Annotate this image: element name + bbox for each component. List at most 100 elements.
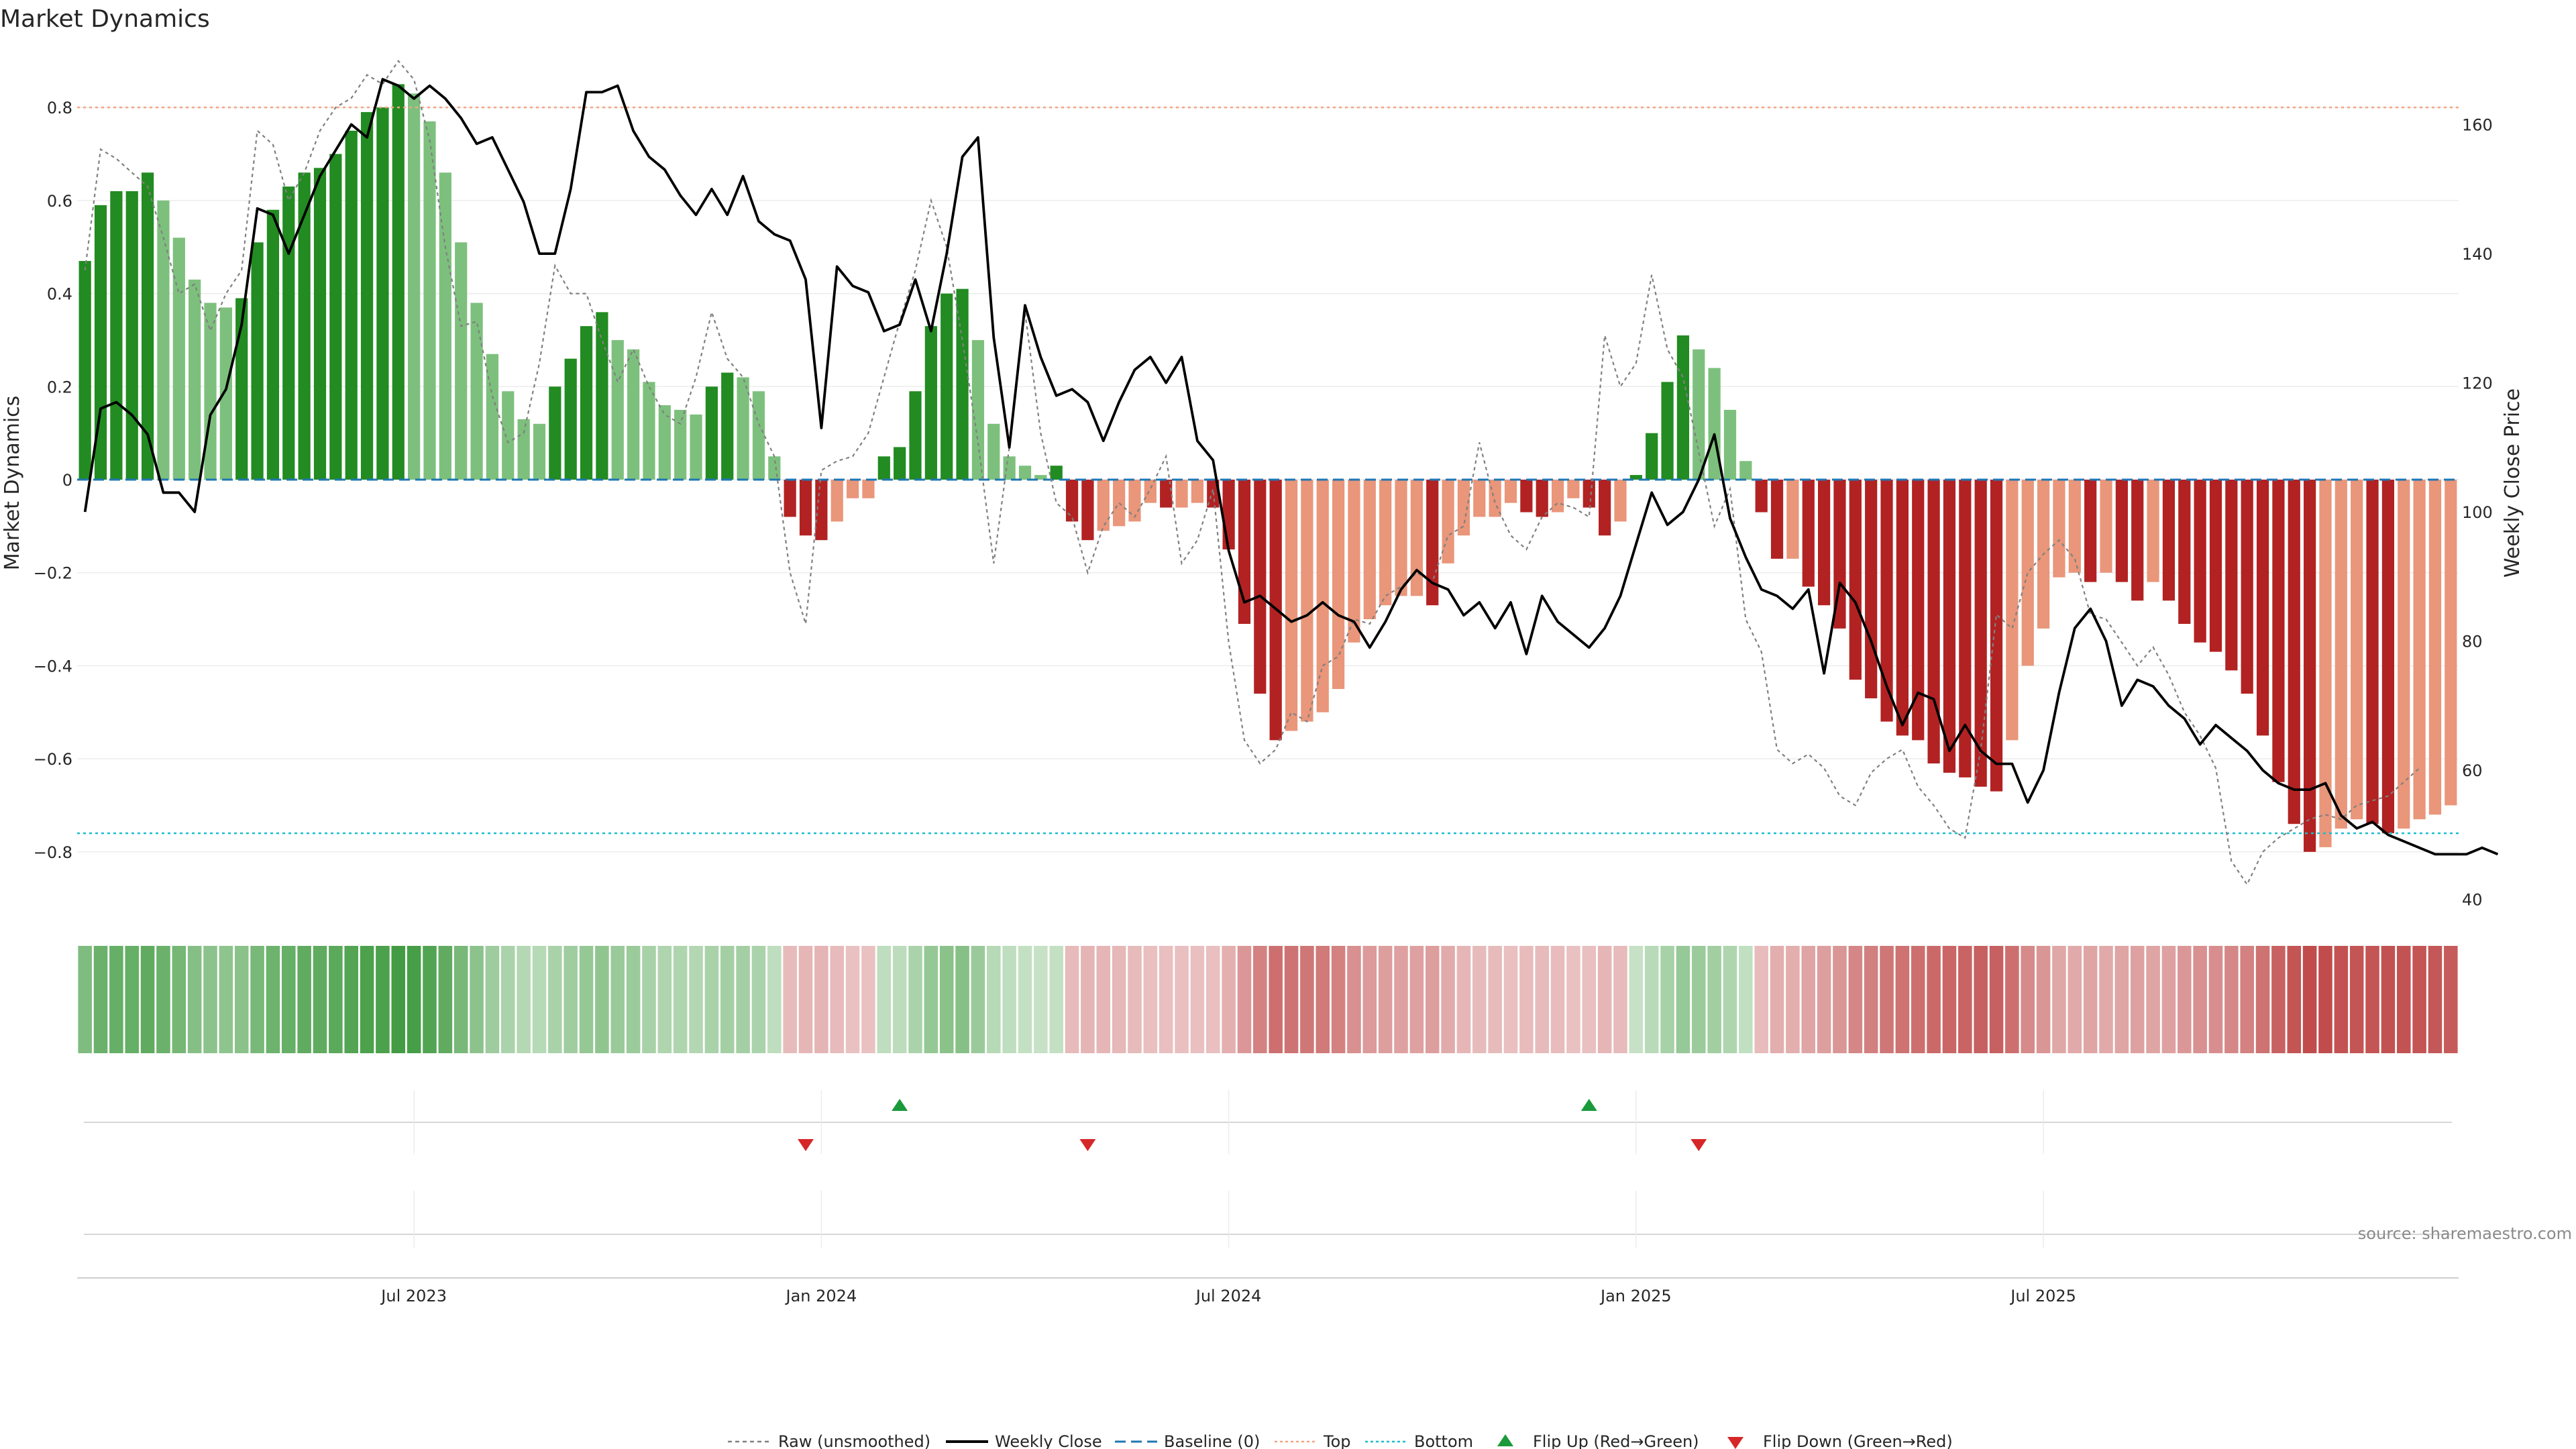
dynamics-bar	[1943, 480, 1956, 773]
dynamics-bar	[987, 423, 1000, 480]
regime-cell	[1175, 946, 1189, 1053]
dynamics-bar	[1959, 480, 1972, 777]
regime-cell	[1112, 946, 1126, 1053]
regime-cell	[203, 946, 217, 1053]
regime-cell	[1550, 946, 1565, 1053]
dynamics-bar	[752, 391, 765, 480]
regime-cell	[1456, 946, 1471, 1053]
regime-cell	[1519, 946, 1534, 1053]
legend-close-label: Weekly Close	[995, 1432, 1102, 1449]
dynamics-bar	[1144, 480, 1157, 503]
dynamics-bar	[1379, 480, 1392, 606]
regime-cell	[720, 946, 735, 1053]
dynamics-bar	[2162, 480, 2176, 601]
dynamics-bar	[2398, 480, 2410, 829]
flip-up-marker	[1580, 1099, 1597, 1111]
legend: Raw (unsmoothed) Weekly Close Baseline (…	[728, 1432, 1953, 1449]
dynamics-bar	[1567, 480, 1580, 498]
regime-cell	[1880, 946, 1894, 1053]
regime-cell	[783, 946, 797, 1053]
dynamics-bar	[1285, 480, 1298, 731]
dynamics-bar	[1990, 480, 2003, 792]
regime-cell	[2178, 946, 2192, 1053]
regime-cell	[1269, 946, 1283, 1053]
dynamics-bar	[141, 172, 154, 480]
regime-cell	[1895, 946, 1910, 1053]
legend-flip-down-label: Flip Down (Green→Red)	[1763, 1432, 1953, 1449]
dynamics-bar	[2178, 480, 2191, 624]
regime-cell	[1488, 946, 1502, 1053]
dynamics-bar	[172, 237, 185, 480]
dynamics-bar	[1128, 480, 1141, 522]
dynamics-bar	[1489, 480, 1501, 517]
dynamics-bar	[877, 456, 890, 480]
regime-cell	[1128, 946, 1142, 1053]
regime-cell	[626, 946, 641, 1053]
regime-cell	[2302, 946, 2317, 1053]
dynamics-bar	[455, 242, 468, 480]
regime-cell	[2161, 946, 2176, 1053]
regime-cell	[500, 946, 515, 1053]
regime-cell	[564, 946, 578, 1053]
regime-cell	[1441, 946, 1455, 1053]
dynamics-bar	[1693, 349, 1705, 480]
regime-cell	[1190, 946, 1205, 1053]
legend-top-label: Top	[1323, 1432, 1351, 1449]
dynamics-bar	[486, 354, 499, 480]
regime-cell	[376, 946, 390, 1053]
regime-cell	[2255, 946, 2270, 1053]
dynamics-bar	[2272, 480, 2285, 782]
dynamics-bar	[408, 93, 421, 480]
date-axis: Jul 2023 Jan 2024 Jul 2024 Jan 2025 Jul 2025	[77, 1277, 2459, 1305]
legend-flip-up-icon	[1497, 1434, 1513, 1446]
regime-cell	[297, 946, 311, 1053]
dynamics-bar	[894, 447, 906, 480]
dynamics-bar	[110, 191, 123, 480]
regime-cell	[642, 946, 656, 1053]
regime-cell	[1566, 946, 1580, 1053]
flip-down-marker	[1079, 1139, 1096, 1151]
dynamics-bars	[78, 84, 2457, 852]
dynamics-bar	[470, 303, 483, 480]
dynamics-bar	[1504, 480, 1517, 503]
dynamics-bar	[2084, 480, 2097, 582]
dynamics-bar	[1755, 480, 1768, 513]
regime-cell	[845, 946, 860, 1053]
regime-cell	[877, 946, 892, 1053]
dynamics-bar	[2209, 480, 2222, 652]
dynamics-bar	[1003, 456, 1016, 480]
left-tick-label: −0.8	[34, 843, 72, 862]
regime-cell	[2146, 946, 2160, 1053]
regime-cell	[109, 946, 123, 1053]
dynamics-bar	[392, 84, 405, 480]
regime-cell	[2334, 946, 2349, 1053]
regime-cell	[767, 946, 782, 1053]
dynamics-bar	[580, 326, 593, 480]
regime-strip	[78, 946, 2458, 1053]
dynamics-bar	[956, 288, 969, 480]
regime-cell	[1425, 946, 1440, 1053]
dynamics-bar	[1661, 382, 1674, 480]
regime-cell	[1096, 946, 1111, 1053]
regime-cell	[391, 946, 406, 1053]
x-tick-label: Jan 2024	[785, 1287, 857, 1305]
dynamics-bar	[737, 377, 749, 480]
regime-cell	[1237, 946, 1252, 1053]
dynamics-bar	[1316, 480, 1329, 712]
dynamics-bar	[2351, 480, 2363, 820]
regime-cell	[2412, 946, 2426, 1053]
regime-cell	[438, 946, 453, 1053]
regime-cell	[1676, 946, 1690, 1053]
regime-cell	[1362, 946, 1377, 1053]
regime-cell	[1817, 946, 1831, 1053]
dynamics-bar	[1238, 480, 1251, 624]
dynamics-bar	[2131, 480, 2144, 601]
regime-cell	[1644, 946, 1659, 1053]
regime-cell	[517, 946, 531, 1053]
regime-cell	[1503, 946, 1518, 1053]
regime-cell	[2193, 946, 2207, 1053]
regime-cell	[548, 946, 562, 1053]
regime-cell	[610, 946, 625, 1053]
dynamics-bar	[1520, 480, 1533, 513]
dynamics-bar	[1018, 466, 1032, 480]
